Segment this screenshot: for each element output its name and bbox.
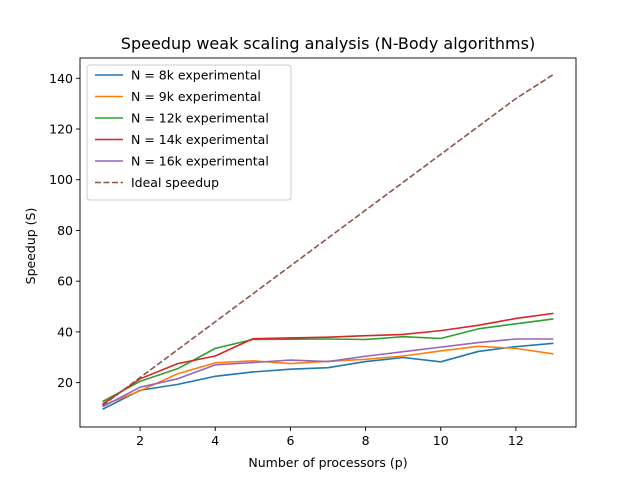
x-tick-label: 6 — [286, 433, 294, 448]
series-line-1 — [102, 345, 554, 407]
y-tick-label: 20 — [57, 375, 73, 390]
legend-label: N = 14k experimental — [131, 132, 269, 147]
x-axis-label: Number of processors (p) — [248, 455, 407, 470]
legend-label: N = 16k experimental — [131, 154, 269, 169]
series-line-0 — [102, 342, 554, 410]
legend-label: N = 8k experimental — [131, 68, 261, 83]
y-tick-label: 60 — [57, 274, 73, 289]
legend: N = 8k experimental N = 9k experimental N … — [86, 64, 292, 201]
series-line-3 — [102, 312, 554, 405]
plot-area — [79, 57, 577, 428]
x-tick-label: 8 — [362, 433, 370, 448]
x-tick-label: 10 — [433, 433, 449, 448]
axes-frame — [79, 57, 577, 428]
y-axis: 20 40 60 80 100 120 140 — [49, 71, 80, 390]
legend-label: N = 9k experimental — [131, 89, 261, 104]
y-tick-label: 80 — [57, 223, 73, 238]
x-tick-label: 2 — [136, 433, 144, 448]
legend-label: Ideal speedup — [131, 175, 219, 190]
chart-title: Speedup weak scaling analysis (N-Body al… — [121, 34, 535, 53]
x-tick-label: 4 — [211, 433, 219, 448]
series-line-4 — [102, 338, 554, 408]
y-tick-label: 140 — [49, 71, 73, 86]
y-axis-label: Speedup (S) — [23, 208, 38, 285]
y-tick-label: 120 — [49, 122, 73, 137]
y-tick-label: 100 — [49, 172, 73, 187]
y-tick-label: 40 — [57, 324, 73, 339]
legend-box — [86, 64, 292, 201]
x-tick-label: 12 — [508, 433, 524, 448]
series-line-5 — [102, 73, 554, 407]
series-line-2 — [102, 318, 554, 403]
legend-label: N = 12k experimental — [131, 111, 269, 126]
x-axis: 2 4 6 8 10 12 — [136, 427, 524, 448]
